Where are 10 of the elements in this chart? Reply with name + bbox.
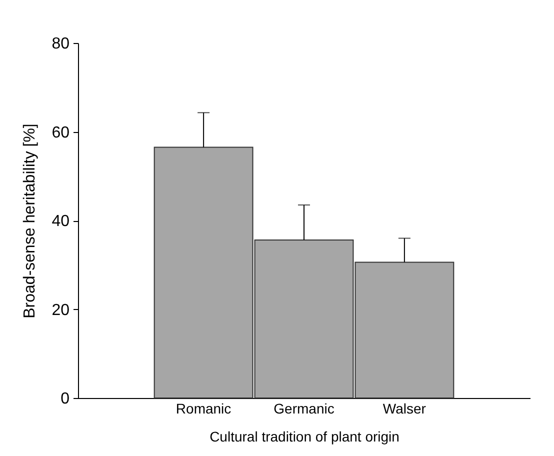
y-tick-label: 80 — [52, 36, 70, 52]
x-axis-title: Cultural tradition of plant origin — [210, 428, 400, 444]
y-axis-title: Broad-sense heritability [%] — [22, 124, 39, 318]
x-tick-label: Walser — [382, 400, 426, 416]
x-tick-label: Romanic — [176, 400, 232, 416]
x-tick-label: Germanic — [274, 400, 334, 416]
y-tick-label: 60 — [52, 124, 70, 142]
y-tick-label: 0 — [60, 390, 70, 408]
y-tick-label: 40 — [52, 213, 70, 230]
y-tick-label: 20 — [52, 302, 70, 319]
